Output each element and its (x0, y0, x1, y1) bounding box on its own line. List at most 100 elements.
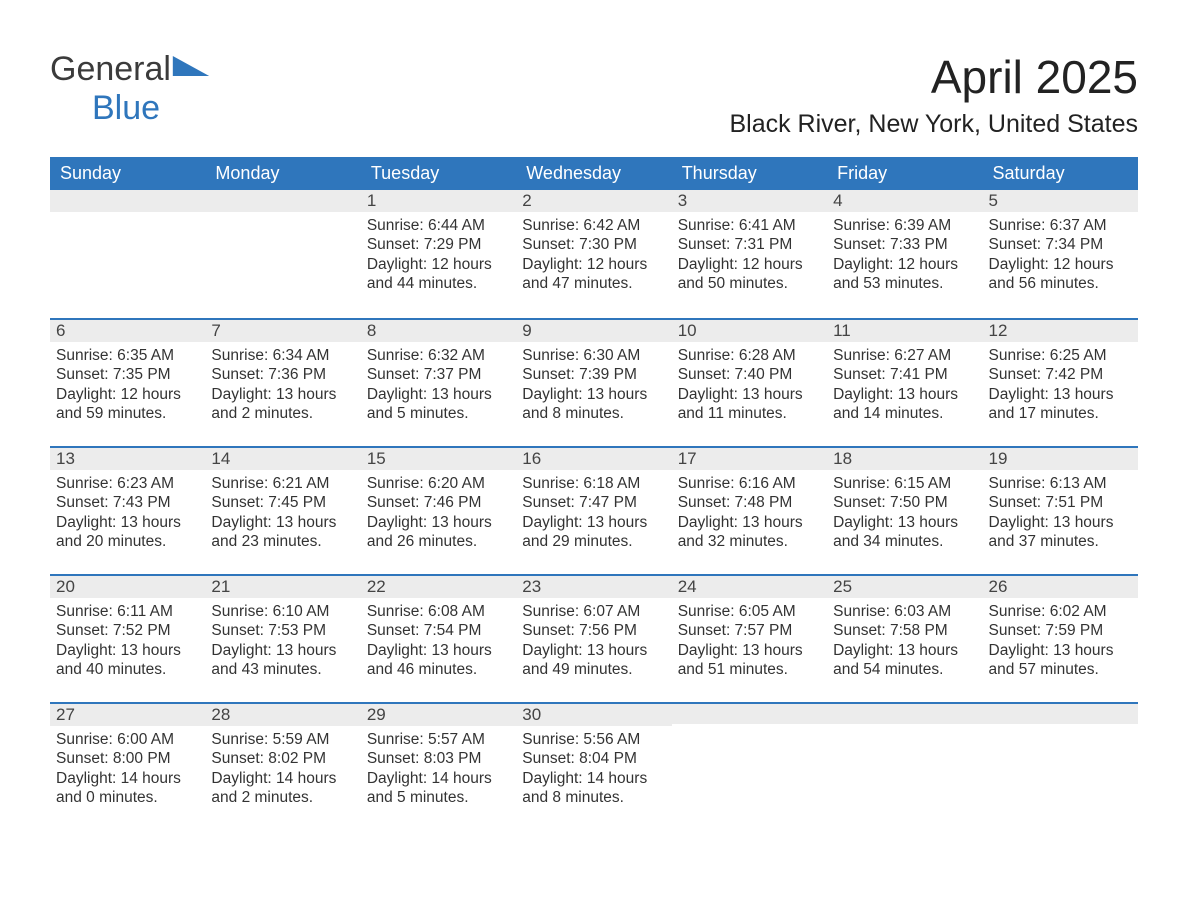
page: General Blue April 2025 Black River, New… (0, 0, 1188, 860)
day-details: Sunrise: 6:10 AMSunset: 7:53 PMDaylight:… (205, 598, 360, 682)
day-number (672, 702, 827, 724)
sunrise-line: Sunrise: 6:08 AM (367, 602, 510, 621)
sunrise-line: Sunrise: 6:34 AM (211, 346, 354, 365)
calendar-day-cell (50, 190, 205, 318)
calendar-day-cell: 28Sunrise: 5:59 AMSunset: 8:02 PMDayligh… (205, 702, 360, 830)
day-number: 30 (516, 702, 671, 726)
sunset-line: Sunset: 7:51 PM (989, 493, 1132, 512)
sunrise-line: Sunrise: 6:28 AM (678, 346, 821, 365)
day-number (983, 702, 1138, 724)
day-number: 16 (516, 446, 671, 470)
daylight-line: Daylight: 13 hours and 14 minutes. (833, 385, 976, 424)
day-details: Sunrise: 6:44 AMSunset: 7:29 PMDaylight:… (361, 212, 516, 296)
logo: General Blue (50, 50, 171, 128)
calendar-day-cell: 18Sunrise: 6:15 AMSunset: 7:50 PMDayligh… (827, 446, 982, 574)
weekday-header: Thursday (672, 157, 827, 190)
sunset-line: Sunset: 7:54 PM (367, 621, 510, 640)
daylight-line: Daylight: 12 hours and 50 minutes. (678, 255, 821, 294)
calendar-day-cell: 6 Sunrise: 6:35 AMSunset: 7:35 PMDaylight… (50, 318, 205, 446)
sunset-line: Sunset: 7:46 PM (367, 493, 510, 512)
daylight-line: Daylight: 14 hours and 2 minutes. (211, 769, 354, 808)
sunset-line: Sunset: 7:30 PM (522, 235, 665, 254)
day-number (50, 190, 205, 212)
calendar-week-row: 1Sunrise: 6:44 AMSunset: 7:29 PMDaylight… (50, 190, 1138, 318)
day-number: 22 (361, 574, 516, 598)
calendar-body: 1Sunrise: 6:44 AMSunset: 7:29 PMDaylight… (50, 190, 1138, 830)
sunrise-line: Sunrise: 6:44 AM (367, 216, 510, 235)
daylight-line: Daylight: 13 hours and 8 minutes. (522, 385, 665, 424)
sunset-line: Sunset: 7:50 PM (833, 493, 976, 512)
day-details: Sunrise: 6:13 AMSunset: 7:51 PMDaylight:… (983, 470, 1138, 554)
sunrise-line: Sunrise: 6:27 AM (833, 346, 976, 365)
day-number: 13 (50, 446, 205, 470)
calendar-day-cell: 12Sunrise: 6:25 AMSunset: 7:42 PMDayligh… (983, 318, 1138, 446)
calendar-day-cell (983, 702, 1138, 830)
day-number: 4 (827, 190, 982, 212)
day-number: 3 (672, 190, 827, 212)
day-number: 2 (516, 190, 671, 212)
day-details: Sunrise: 5:56 AMSunset: 8:04 PMDaylight:… (516, 726, 671, 810)
day-number: 14 (205, 446, 360, 470)
sunset-line: Sunset: 7:56 PM (522, 621, 665, 640)
month-title: April 2025 (729, 50, 1138, 104)
day-details: Sunrise: 6:03 AMSunset: 7:58 PMDaylight:… (827, 598, 982, 682)
calendar-day-cell: 26Sunrise: 6:02 AMSunset: 7:59 PMDayligh… (983, 574, 1138, 702)
day-number: 21 (205, 574, 360, 598)
sunrise-line: Sunrise: 6:30 AM (522, 346, 665, 365)
sunrise-line: Sunrise: 6:03 AM (833, 602, 976, 621)
sunrise-line: Sunrise: 6:15 AM (833, 474, 976, 493)
day-details: Sunrise: 6:07 AMSunset: 7:56 PMDaylight:… (516, 598, 671, 682)
calendar-week-row: 6Sunrise: 6:35 AMSunset: 7:35 PMDaylight… (50, 318, 1138, 446)
calendar-day-cell: 30Sunrise: 5:56 AMSunset: 8:04 PMDayligh… (516, 702, 671, 830)
calendar-table: SundayMondayTuesdayWednesdayThursdayFrid… (50, 157, 1138, 830)
sunset-line: Sunset: 7:41 PM (833, 365, 976, 384)
daylight-line: Daylight: 13 hours and 11 minutes. (678, 385, 821, 424)
logo-text-blue: Blue (92, 89, 160, 128)
day-number (205, 190, 360, 212)
day-details: Sunrise: 6:20 AMSunset: 7:46 PMDaylight:… (361, 470, 516, 554)
header: General Blue April 2025 Black River, New… (50, 50, 1138, 139)
day-details: Sunrise: 6:27 AMSunset: 7:41 PMDaylight:… (827, 342, 982, 426)
sunset-line: Sunset: 7:53 PM (211, 621, 354, 640)
sunset-line: Sunset: 7:35 PM (56, 365, 199, 384)
calendar-header-row: SundayMondayTuesdayWednesdayThursdayFrid… (50, 157, 1138, 190)
sunrise-line: Sunrise: 6:35 AM (56, 346, 199, 365)
day-number: 7 (205, 318, 360, 342)
daylight-line: Daylight: 12 hours and 47 minutes. (522, 255, 665, 294)
sunset-line: Sunset: 7:47 PM (522, 493, 665, 512)
sunset-line: Sunset: 7:42 PM (989, 365, 1132, 384)
daylight-line: Daylight: 13 hours and 2 minutes. (211, 385, 354, 424)
calendar-day-cell: 10Sunrise: 6:28 AMSunset: 7:40 PMDayligh… (672, 318, 827, 446)
daylight-line: Daylight: 12 hours and 59 minutes. (56, 385, 199, 424)
day-details: Sunrise: 6:42 AMSunset: 7:30 PMDaylight:… (516, 212, 671, 296)
day-number: 25 (827, 574, 982, 598)
day-details: Sunrise: 6:28 AMSunset: 7:40 PMDaylight:… (672, 342, 827, 426)
sunrise-line: Sunrise: 6:25 AM (989, 346, 1132, 365)
sunset-line: Sunset: 8:00 PM (56, 749, 199, 768)
sunrise-line: Sunrise: 6:21 AM (211, 474, 354, 493)
title-block: April 2025 Black River, New York, United… (729, 50, 1138, 139)
calendar-day-cell (827, 702, 982, 830)
day-number: 6 (50, 318, 205, 342)
weekday-header: Sunday (50, 157, 205, 190)
daylight-line: Daylight: 13 hours and 20 minutes. (56, 513, 199, 552)
sunset-line: Sunset: 7:29 PM (367, 235, 510, 254)
day-number: 28 (205, 702, 360, 726)
sunrise-line: Sunrise: 6:39 AM (833, 216, 976, 235)
weekday-header: Tuesday (361, 157, 516, 190)
day-number: 11 (827, 318, 982, 342)
calendar-day-cell: 14Sunrise: 6:21 AMSunset: 7:45 PMDayligh… (205, 446, 360, 574)
sunset-line: Sunset: 7:43 PM (56, 493, 199, 512)
day-details: Sunrise: 6:25 AMSunset: 7:42 PMDaylight:… (983, 342, 1138, 426)
daylight-line: Daylight: 13 hours and 57 minutes. (989, 641, 1132, 680)
daylight-line: Daylight: 13 hours and 26 minutes. (367, 513, 510, 552)
daylight-line: Daylight: 13 hours and 49 minutes. (522, 641, 665, 680)
daylight-line: Daylight: 12 hours and 53 minutes. (833, 255, 976, 294)
day-number: 15 (361, 446, 516, 470)
daylight-line: Daylight: 14 hours and 5 minutes. (367, 769, 510, 808)
weekday-header: Friday (827, 157, 982, 190)
daylight-line: Daylight: 13 hours and 46 minutes. (367, 641, 510, 680)
daylight-line: Daylight: 12 hours and 56 minutes. (989, 255, 1132, 294)
calendar-day-cell (205, 190, 360, 318)
sunrise-line: Sunrise: 5:56 AM (522, 730, 665, 749)
